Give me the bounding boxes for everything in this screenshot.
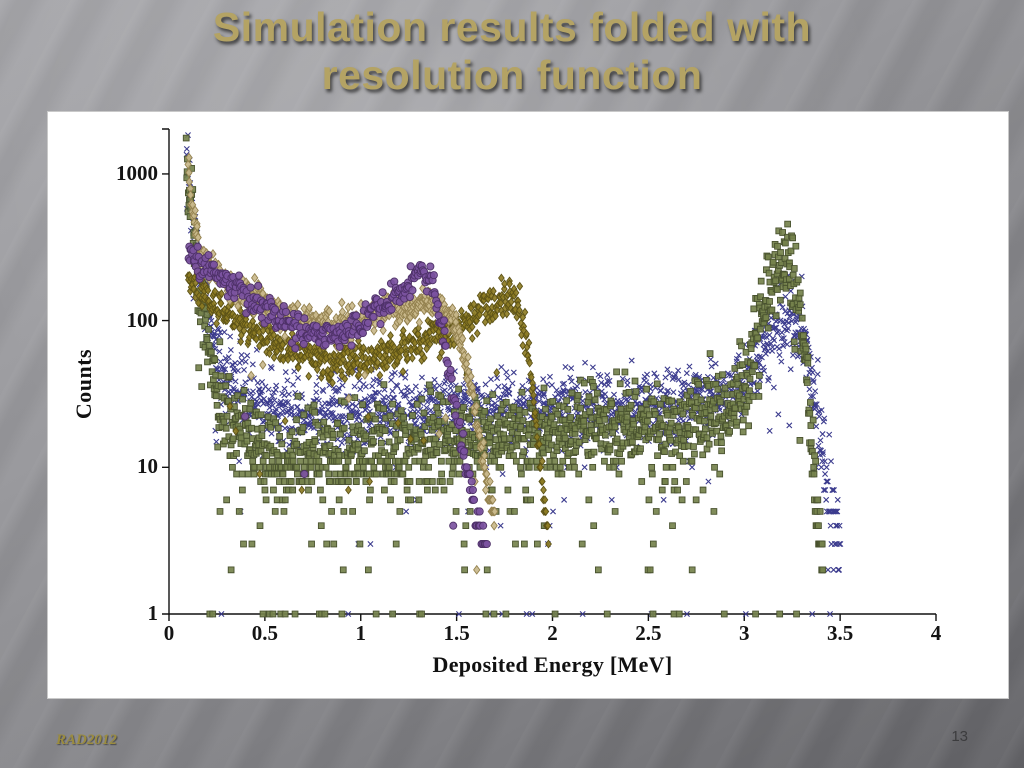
slide-title-line1: Simulation results folded with (212, 4, 812, 50)
chart-panel: Counts Deposited Energy [MeV] 1 10 100 1000… (47, 111, 1010, 700)
slide-title: Simulation results folded with resolutio… (0, 4, 1024, 100)
footer-conference: RAD2012 (56, 732, 117, 748)
slide-title-line2: resolution function (321, 51, 703, 98)
page-number: 13 (951, 728, 968, 745)
x-axis-title: Deposited Energy [MeV] (432, 652, 673, 677)
chart-canvas (48, 112, 1010, 700)
y-axis-title: Counts (71, 348, 96, 420)
